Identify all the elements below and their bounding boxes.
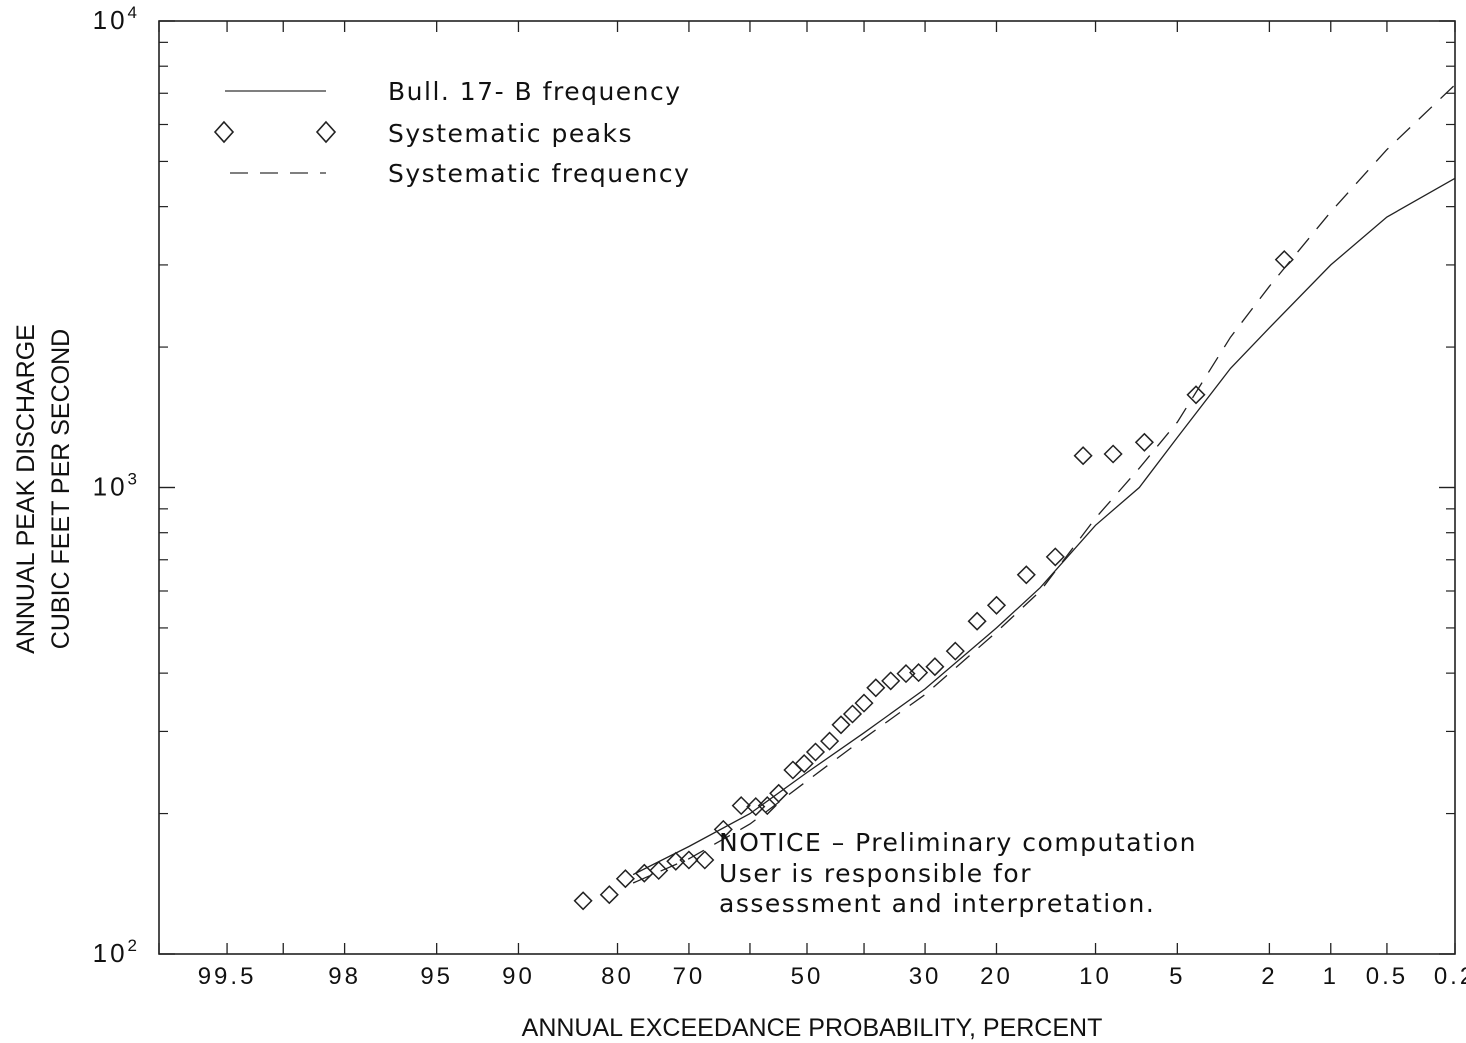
systematic-peak-point	[679, 850, 699, 870]
systematic-peak-point	[945, 641, 965, 661]
x-axis-title: ANNUAL EXCEEDANCE PROBABILITY, PERCENT	[522, 1014, 1103, 1042]
notice-line-2: User is responsible for	[719, 859, 1032, 888]
systematic-peak-point	[1073, 446, 1093, 466]
systematic-peak-point	[881, 671, 901, 691]
notice-annotation: NOTICE – Preliminary computation User is…	[719, 828, 1197, 918]
legend-diamond-marker-right	[315, 120, 337, 144]
legend-diamond-marker-left	[213, 120, 235, 144]
notice-line-1: NOTICE – Preliminary computation	[719, 828, 1197, 857]
x-tick-label: 80	[601, 963, 634, 990]
systematic-peak-point	[1186, 385, 1206, 405]
systematic-peak-point	[783, 760, 803, 780]
y-tick-label: 104	[93, 3, 140, 35]
y-tick-label: 103	[93, 470, 140, 502]
y-axis-title-line-2: CUBIC FEET PER SECOND	[47, 329, 75, 649]
x-tick-label: 70	[673, 963, 706, 990]
x-tick-label: 10	[1079, 963, 1112, 990]
systematic-peak-point	[967, 611, 987, 631]
systematic-peak-point	[1134, 432, 1154, 452]
y-tick-label: 102	[93, 936, 140, 968]
systematic-peak-point	[925, 657, 945, 677]
systematic-peak-point	[909, 663, 929, 683]
systematic-peak-point	[615, 869, 635, 889]
systematic-peak-point	[854, 693, 874, 713]
legend: Bull. 17- B frequency Systematic peaks S…	[213, 77, 690, 188]
y-axis-ticks: 102 103 104	[93, 3, 1455, 968]
systematic-peak-point	[713, 819, 733, 839]
series-layer	[573, 84, 1456, 911]
x-tick-label: 90	[502, 963, 535, 990]
x-tick-label: 5	[1169, 963, 1185, 990]
systematic-peak-point	[866, 678, 886, 698]
systematic-peak-point	[731, 796, 751, 816]
systematic-peak-point	[986, 595, 1007, 615]
systematic-peak-point	[695, 850, 715, 870]
systematic-peak-point	[794, 754, 814, 774]
y-axis-title-line-1: ANNUAL PEAK DISCHARGE	[12, 324, 40, 654]
systematic-peak-point	[831, 715, 851, 735]
systematic-peak-point	[805, 742, 826, 762]
x-tick-label: 0.2	[1434, 963, 1466, 990]
x-tick-label: 95	[420, 963, 453, 990]
x-tick-label: 98	[328, 963, 361, 990]
legend-label-systematic-peaks: Systematic peaks	[388, 119, 633, 148]
x-tick-label: 50	[791, 963, 824, 990]
systematic-frequency-curve	[632, 84, 1456, 884]
x-axis-ticks: 99.5 98 95 90 80 70 50 30 20 10 5 2 1 0.5 0.2	[158, 21, 1466, 990]
systematic-peak-point	[757, 796, 777, 816]
systematic-peak-point	[1045, 547, 1065, 567]
x-tick-label: 99.5	[198, 963, 257, 990]
x-tick-label: 20	[980, 963, 1013, 990]
notice-line-3: assessment and interpretation.	[719, 889, 1155, 918]
systematic-peak-point	[649, 860, 669, 881]
x-tick-label: 1	[1323, 963, 1339, 990]
systematic-peak-point	[599, 885, 619, 905]
legend-label-systematic-frequency: Systematic frequency	[388, 159, 690, 188]
x-tick-label: 30	[909, 963, 942, 990]
legend-label-bulletin: Bull. 17- B frequency	[388, 77, 682, 106]
x-tick-label: 2	[1261, 963, 1277, 990]
systematic-peak-point	[1274, 250, 1294, 270]
systematic-peak-point	[573, 891, 593, 911]
plot-frame	[158, 20, 1456, 955]
systematic-peak-point	[1103, 444, 1123, 464]
bulletin-17b-frequency-curve	[632, 177, 1456, 876]
systematic-peak-point	[634, 863, 654, 883]
systematic-peak-point	[842, 704, 863, 724]
x-tick-label: 0.5	[1366, 963, 1408, 990]
systematic-peak-point	[820, 731, 840, 751]
systematic-peak-point	[1016, 565, 1036, 585]
systematic-peak-point	[746, 797, 766, 817]
